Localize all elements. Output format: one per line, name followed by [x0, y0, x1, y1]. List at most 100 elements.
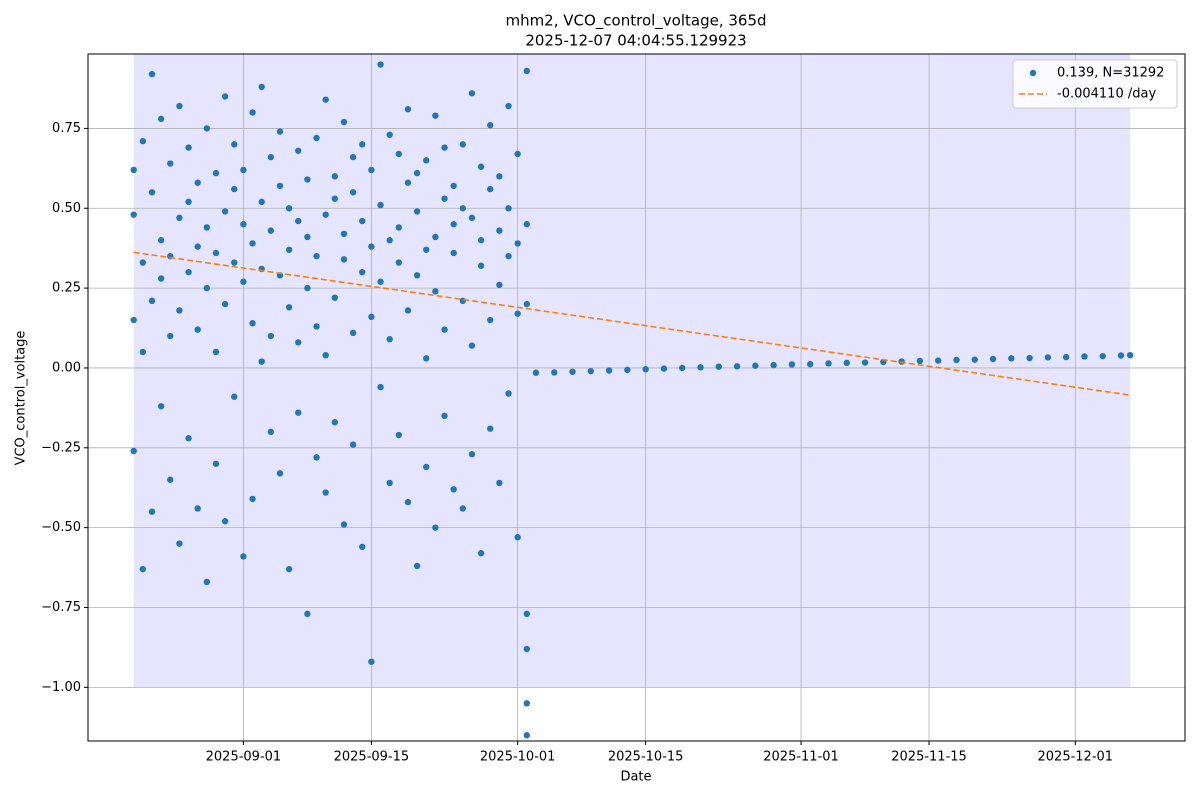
- data-point: [551, 369, 558, 376]
- data-point: [487, 425, 494, 432]
- data-point: [413, 169, 421, 177]
- data-point: [386, 336, 393, 343]
- data-point: [231, 393, 238, 400]
- data-point: [194, 179, 201, 186]
- data-point: [395, 150, 403, 158]
- data-point: [258, 358, 265, 365]
- data-point: [139, 565, 147, 573]
- data-point: [752, 362, 759, 369]
- data-point: [1062, 353, 1070, 361]
- data-point: [203, 125, 211, 132]
- data-point: [349, 441, 357, 448]
- data-point: [249, 495, 256, 503]
- data-point: [477, 237, 485, 244]
- data-point: [395, 259, 403, 266]
- data-point: [139, 348, 147, 356]
- data-point: [130, 316, 137, 324]
- data-point: [295, 147, 302, 154]
- data-point: [1044, 354, 1052, 361]
- x-axis-label: Date: [620, 770, 651, 785]
- data-point: [679, 364, 686, 372]
- data-point: [532, 369, 540, 376]
- data-point: [386, 479, 393, 487]
- data-point: [130, 166, 137, 174]
- x-tick-label: 2025-09-01: [206, 750, 282, 765]
- data-point: [203, 578, 211, 586]
- data-point: [267, 153, 275, 161]
- data-point: [185, 198, 192, 206]
- data-point: [432, 112, 439, 119]
- data-point: [423, 246, 430, 253]
- data-point: [395, 431, 403, 439]
- data-point: [505, 390, 512, 397]
- data-point: [285, 205, 293, 212]
- data-point: [359, 268, 366, 276]
- data-point: [496, 281, 503, 289]
- data-point: [450, 221, 457, 228]
- data-point: [423, 157, 430, 164]
- data-point: [971, 356, 978, 363]
- data-point: [697, 364, 704, 371]
- chart-subtitle: 2025-12-07 04:04:55.129923: [525, 32, 746, 50]
- data-point: [258, 198, 265, 206]
- x-tick-label: 2025-11-01: [763, 750, 839, 765]
- data-point: [953, 356, 960, 364]
- data-point: [368, 313, 375, 321]
- data-point: [221, 208, 229, 215]
- data-point: [295, 409, 302, 416]
- data-point: [148, 297, 156, 305]
- data-point: [505, 252, 512, 260]
- data-point: [523, 700, 530, 707]
- legend-box: [1012, 59, 1178, 109]
- data-point: [231, 259, 238, 266]
- data-point: [468, 90, 476, 97]
- data-point: [295, 339, 302, 346]
- data-point: [368, 243, 375, 250]
- data-point: [267, 428, 275, 436]
- data-point: [313, 252, 320, 260]
- data-point: [404, 307, 412, 314]
- data-point: [359, 141, 366, 148]
- data-point: [770, 361, 777, 369]
- data-point: [477, 550, 485, 557]
- data-point: [167, 332, 174, 340]
- data-point: [523, 67, 530, 75]
- data-point: [496, 227, 503, 234]
- data-point: [130, 447, 137, 455]
- data-point: [715, 363, 722, 370]
- data-point: [487, 122, 494, 129]
- data-point: [386, 131, 393, 139]
- data-point: [276, 128, 284, 135]
- data-point: [459, 141, 467, 148]
- data-point: [349, 329, 357, 337]
- data-point: [295, 217, 302, 225]
- data-point: [340, 256, 348, 263]
- data-point: [432, 233, 439, 241]
- chart-title: mhm2, VCO_control_voltage, 365d: [505, 12, 766, 31]
- data-point: [642, 366, 649, 373]
- data-point: [477, 262, 485, 269]
- data-point: [148, 189, 156, 196]
- data-point: [569, 368, 576, 375]
- data-point: [285, 565, 293, 573]
- y-tick-label: 0.75: [52, 121, 81, 136]
- data-point: [240, 553, 247, 560]
- data-point: [340, 521, 348, 528]
- data-point: [1008, 355, 1015, 362]
- data-point: [505, 205, 512, 212]
- data-point: [377, 278, 384, 285]
- data-point: [157, 275, 165, 282]
- data-point: [432, 288, 439, 295]
- legend-label: 0.139, N=31292: [1057, 66, 1164, 81]
- data-point: [212, 169, 220, 177]
- data-point: [249, 109, 256, 116]
- data-point: [340, 230, 348, 238]
- data-point: [505, 102, 512, 110]
- data-point: [423, 463, 430, 471]
- data-point: [468, 214, 476, 222]
- data-point: [359, 543, 366, 551]
- y-tick-label: −0.25: [41, 440, 81, 455]
- y-axis-label: VCO_control_voltage: [14, 331, 29, 466]
- data-point: [194, 326, 201, 333]
